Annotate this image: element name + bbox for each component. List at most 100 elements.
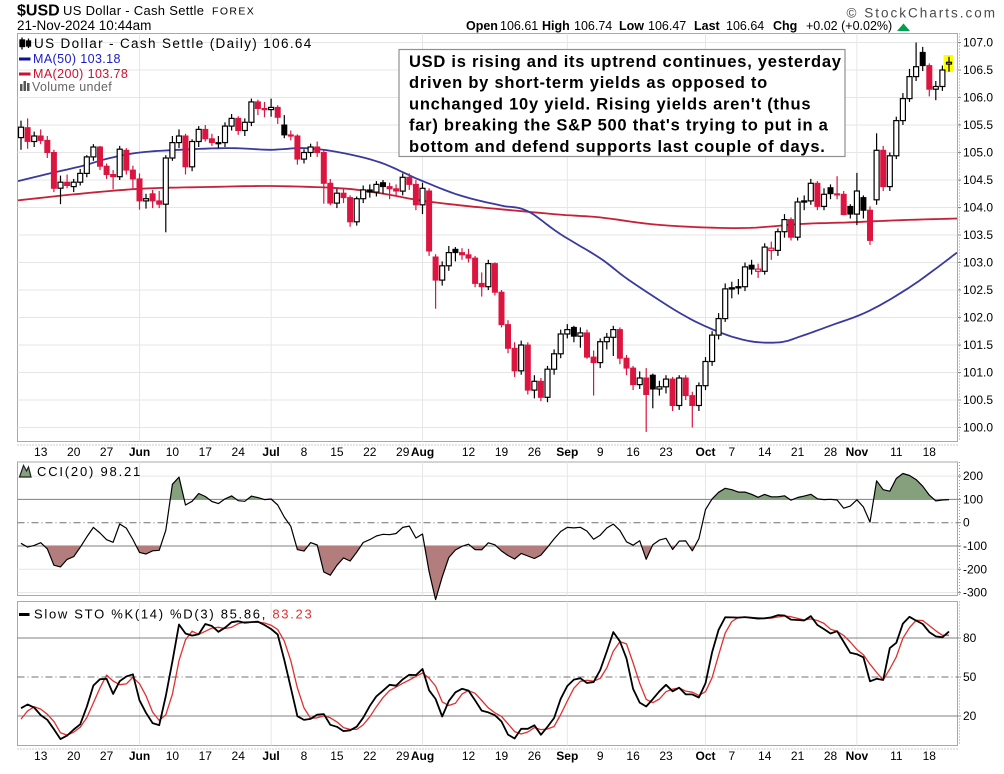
svg-text:12: 12 bbox=[462, 445, 476, 459]
svg-text:22: 22 bbox=[363, 445, 377, 459]
svg-text:Nov: Nov bbox=[846, 749, 869, 763]
svg-text:-100: -100 bbox=[963, 539, 987, 553]
svg-text:High: High bbox=[542, 19, 570, 33]
svg-text:Jul: Jul bbox=[262, 445, 279, 459]
svg-text:105.0: 105.0 bbox=[963, 146, 993, 160]
svg-text:11: 11 bbox=[890, 749, 903, 763]
svg-text:$USD: $USD bbox=[17, 3, 60, 20]
svg-text:106.74: 106.74 bbox=[574, 19, 612, 33]
svg-text:200: 200 bbox=[963, 469, 983, 483]
svg-text:Jun: Jun bbox=[129, 749, 150, 763]
svg-text:21-Nov-2024 10:44am: 21-Nov-2024 10:44am bbox=[17, 18, 151, 33]
svg-text:23: 23 bbox=[659, 749, 673, 763]
svg-text:18: 18 bbox=[923, 749, 937, 763]
svg-text:Open: Open bbox=[466, 19, 498, 33]
svg-text:MA(200) 103.78: MA(200) 103.78 bbox=[33, 67, 128, 81]
svg-text:Chg: Chg bbox=[773, 19, 797, 33]
svg-text:19: 19 bbox=[495, 445, 509, 459]
svg-text:Oct: Oct bbox=[695, 445, 715, 459]
svg-text:7: 7 bbox=[728, 445, 735, 459]
svg-text:17: 17 bbox=[199, 445, 213, 459]
svg-text:101.0: 101.0 bbox=[963, 366, 993, 380]
svg-text:27: 27 bbox=[100, 749, 114, 763]
svg-text:Jul: Jul bbox=[262, 749, 279, 763]
svg-text:unchanged 10y yield. Rising yi: unchanged 10y yield. Rising yields aren'… bbox=[409, 95, 811, 113]
svg-text:16: 16 bbox=[626, 445, 640, 459]
svg-text:28: 28 bbox=[824, 749, 838, 763]
svg-text:13: 13 bbox=[34, 445, 48, 459]
svg-text:Volume undef: Volume undef bbox=[32, 80, 112, 94]
svg-text:29: 29 bbox=[396, 445, 410, 459]
svg-text:CCI(20) 98.21: CCI(20) 98.21 bbox=[37, 464, 142, 479]
svg-text:Nov: Nov bbox=[846, 445, 869, 459]
svg-text:14: 14 bbox=[758, 445, 772, 459]
svg-text:80: 80 bbox=[963, 631, 977, 645]
svg-text:20: 20 bbox=[67, 749, 81, 763]
svg-text:104.5: 104.5 bbox=[963, 173, 993, 187]
svg-text:8: 8 bbox=[301, 749, 308, 763]
svg-text:103.0: 103.0 bbox=[963, 256, 993, 270]
svg-text:10: 10 bbox=[166, 749, 180, 763]
svg-text:106.64: 106.64 bbox=[726, 19, 764, 33]
svg-text:21: 21 bbox=[791, 445, 805, 459]
svg-text:16: 16 bbox=[626, 749, 640, 763]
svg-text:9: 9 bbox=[597, 445, 604, 459]
svg-text:Oct: Oct bbox=[695, 749, 715, 763]
svg-text:Low: Low bbox=[619, 19, 644, 33]
svg-text:102.5: 102.5 bbox=[963, 283, 993, 297]
svg-text:Aug: Aug bbox=[411, 749, 434, 763]
svg-text:USD is rising and its uptrend: USD is rising and its uptrend continues,… bbox=[409, 53, 842, 71]
svg-text:28: 28 bbox=[824, 445, 838, 459]
svg-text:22: 22 bbox=[363, 749, 377, 763]
svg-text:24: 24 bbox=[232, 749, 246, 763]
svg-text:9: 9 bbox=[597, 749, 604, 763]
svg-text:19: 19 bbox=[495, 749, 509, 763]
svg-text:Slow STO %K(14) %D(3) 85.86, 8: Slow STO %K(14) %D(3) 85.86, 83.23 bbox=[34, 607, 313, 622]
svg-text:-300: -300 bbox=[963, 586, 987, 600]
svg-text:21: 21 bbox=[791, 749, 805, 763]
svg-text:Last: Last bbox=[694, 19, 721, 33]
svg-text:13: 13 bbox=[34, 749, 48, 763]
svg-text:106.5: 106.5 bbox=[963, 63, 993, 77]
svg-text:far) breaking the S&P 500 that: far) breaking the S&P 500 that's trying … bbox=[409, 117, 829, 135]
svg-text:-200: -200 bbox=[963, 562, 987, 576]
svg-text:MA(50) 103.18: MA(50) 103.18 bbox=[33, 52, 121, 66]
svg-text:20: 20 bbox=[963, 709, 977, 723]
svg-text:15: 15 bbox=[330, 749, 344, 763]
svg-text:12: 12 bbox=[462, 749, 476, 763]
svg-text:driven by short-term yields as: driven by short-term yields as opposed t… bbox=[409, 74, 768, 92]
svg-text:100: 100 bbox=[963, 492, 983, 506]
svg-text:11: 11 bbox=[890, 445, 903, 459]
svg-text:26: 26 bbox=[528, 749, 542, 763]
svg-text:100.5: 100.5 bbox=[963, 393, 993, 407]
svg-text:Jun: Jun bbox=[129, 445, 150, 459]
svg-text:15: 15 bbox=[330, 445, 344, 459]
svg-text:23: 23 bbox=[659, 445, 673, 459]
svg-text:10: 10 bbox=[166, 445, 180, 459]
svg-text:© StockCharts.com: © StockCharts.com bbox=[847, 6, 997, 21]
svg-text:103.5: 103.5 bbox=[963, 228, 993, 242]
svg-text:Sep: Sep bbox=[556, 445, 578, 459]
svg-text:106.47: 106.47 bbox=[648, 19, 686, 33]
svg-text:27: 27 bbox=[100, 445, 114, 459]
svg-text:18: 18 bbox=[923, 445, 937, 459]
svg-text:106.0: 106.0 bbox=[963, 91, 993, 105]
svg-text:7: 7 bbox=[728, 749, 735, 763]
svg-text:29: 29 bbox=[396, 749, 410, 763]
svg-text:8: 8 bbox=[301, 445, 308, 459]
svg-text:24: 24 bbox=[232, 445, 246, 459]
svg-text:bottom and defend supports las: bottom and defend supports last couple o… bbox=[409, 138, 826, 156]
svg-text:102.0: 102.0 bbox=[963, 311, 993, 325]
svg-text:26: 26 bbox=[528, 445, 542, 459]
svg-text:107.0: 107.0 bbox=[963, 36, 993, 50]
svg-text:101.5: 101.5 bbox=[963, 338, 993, 352]
svg-text:14: 14 bbox=[758, 749, 772, 763]
svg-text:104.0: 104.0 bbox=[963, 201, 993, 215]
svg-text:FOREX: FOREX bbox=[212, 6, 255, 18]
svg-text:0: 0 bbox=[963, 516, 970, 530]
svg-text:17: 17 bbox=[199, 749, 213, 763]
svg-text:20: 20 bbox=[67, 445, 81, 459]
svg-text:+0.02 (+0.02%): +0.02 (+0.02%) bbox=[806, 19, 892, 33]
svg-text:50: 50 bbox=[963, 670, 977, 684]
svg-text:Sep: Sep bbox=[556, 749, 578, 763]
